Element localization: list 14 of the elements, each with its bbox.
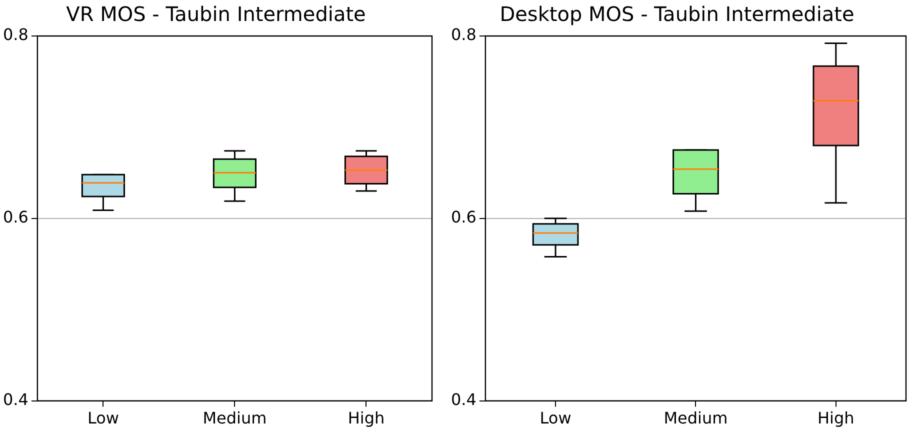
x-tick-label: Low (540, 408, 572, 428)
y-tick-label: 0.8 (450, 25, 476, 44)
y-tick-label: 0.4 (2, 390, 28, 409)
x-tick-label: High (818, 408, 854, 428)
chart-title: Desktop MOS - Taubin Intermediate (500, 2, 854, 26)
y-tick-label: 0.8 (2, 25, 28, 44)
x-tick-label: Medium (664, 408, 728, 428)
y-tick-label: 0.4 (450, 390, 476, 409)
y-tick-label: 0.6 (450, 208, 476, 227)
chart-title: VR MOS - Taubin Intermediate (66, 2, 366, 26)
x-tick-label: High (348, 408, 385, 428)
y-tick-label: 0.6 (2, 208, 28, 227)
x-tick-label: Medium (202, 408, 267, 428)
x-tick-label: Low (87, 408, 119, 428)
